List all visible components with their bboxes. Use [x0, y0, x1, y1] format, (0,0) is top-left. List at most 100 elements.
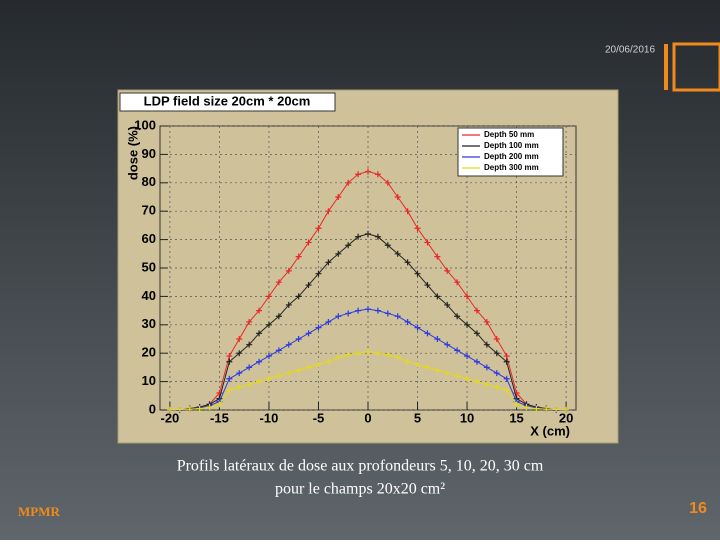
- logo: MPMR: [18, 504, 60, 519]
- data-point: [424, 364, 431, 371]
- data-point: [374, 171, 381, 178]
- legend-label: Depth 100 mm: [484, 141, 539, 150]
- data-point: [315, 324, 322, 331]
- caption: pour le champs 20x20 cm²: [275, 481, 445, 498]
- data-point: [483, 364, 490, 371]
- x-axis-label: X (cm): [530, 423, 570, 438]
- data-point: [325, 358, 332, 365]
- data-point: [464, 293, 471, 300]
- data-point: [275, 372, 282, 379]
- data-point: [226, 375, 233, 382]
- data-point: [315, 225, 322, 232]
- data-point: [394, 194, 401, 200]
- data-point: [365, 306, 371, 313]
- data-point: [335, 194, 342, 200]
- x-tick-label: -20: [161, 410, 180, 425]
- page-number: 16: [689, 500, 707, 517]
- data-point: [256, 358, 263, 365]
- x-tick-label: 15: [509, 410, 523, 425]
- data-point: [404, 259, 411, 266]
- data-point: [414, 225, 421, 232]
- y-tick-label: 40: [142, 288, 156, 303]
- data-point: [295, 253, 302, 260]
- data-point: [384, 310, 391, 317]
- data-point: [454, 372, 461, 379]
- data-point: [503, 387, 510, 394]
- legend-label: Depth 50 mm: [484, 130, 534, 139]
- data-point: [265, 375, 272, 382]
- data-point: [374, 350, 381, 357]
- data-point: [285, 341, 292, 348]
- data-point: [454, 279, 461, 286]
- data-point: [295, 293, 302, 300]
- data-point: [434, 367, 441, 374]
- data-point: [285, 267, 292, 274]
- data-point: [394, 313, 401, 320]
- data-point: [345, 242, 352, 249]
- data-point: [404, 358, 411, 365]
- data-point: [523, 404, 530, 411]
- y-axis-label: dose (%): [125, 126, 140, 180]
- data-point: [365, 348, 371, 355]
- y-tick-label: 100: [134, 117, 156, 132]
- x-tick-label: -15: [210, 410, 229, 425]
- data-point: [444, 370, 451, 377]
- data-point: [275, 279, 282, 286]
- data-point: [236, 384, 243, 391]
- data-point: [553, 406, 560, 413]
- data-point: [275, 313, 282, 320]
- title-box: [119, 92, 336, 112]
- data-point: [345, 351, 352, 358]
- data-point: [434, 336, 441, 342]
- data-point: [256, 378, 263, 385]
- data-point: [236, 336, 243, 342]
- accent-bar: [664, 44, 668, 90]
- data-point: [355, 350, 362, 357]
- data-point: [404, 318, 411, 325]
- y-tick-label: 50: [142, 259, 156, 274]
- data-point: [315, 270, 322, 277]
- data-point: [464, 321, 471, 328]
- data-point: [464, 375, 471, 382]
- legend-label: Depth 200 mm: [484, 152, 539, 161]
- x-tick-label: -5: [313, 410, 325, 425]
- data-point: [226, 358, 233, 365]
- data-point: [503, 358, 510, 365]
- data-point: [394, 250, 401, 257]
- data-point: [295, 367, 302, 374]
- data-point: [473, 330, 480, 337]
- data-point: [216, 401, 223, 408]
- data-point: [285, 370, 292, 377]
- data-point: [493, 336, 500, 342]
- data-point: [315, 361, 322, 368]
- data-point: [186, 406, 193, 413]
- data-point: [414, 270, 421, 277]
- data-point: [374, 307, 381, 314]
- data-point: [444, 301, 451, 308]
- data-point: [305, 330, 312, 337]
- data-point: [325, 208, 332, 215]
- data-point: [325, 318, 332, 325]
- data-point: [305, 364, 312, 371]
- data-point: [374, 233, 381, 240]
- data-point: [464, 353, 471, 360]
- data-point: [335, 313, 342, 320]
- data-point: [295, 336, 302, 342]
- y-tick-label: 30: [142, 316, 156, 331]
- data-point: [345, 179, 352, 186]
- data-point: [543, 406, 550, 413]
- data-point: [246, 381, 253, 388]
- data-point: [434, 253, 441, 260]
- data-point: [483, 318, 490, 325]
- data-point: [246, 341, 253, 348]
- y-tick-label: 80: [142, 174, 156, 189]
- data-point: [384, 242, 391, 249]
- data-point: [483, 381, 490, 388]
- data-point: [503, 375, 510, 382]
- data-point: [454, 347, 461, 354]
- data-point: [355, 307, 362, 314]
- date: 20/06/2016: [605, 45, 655, 56]
- data-point: [384, 351, 391, 358]
